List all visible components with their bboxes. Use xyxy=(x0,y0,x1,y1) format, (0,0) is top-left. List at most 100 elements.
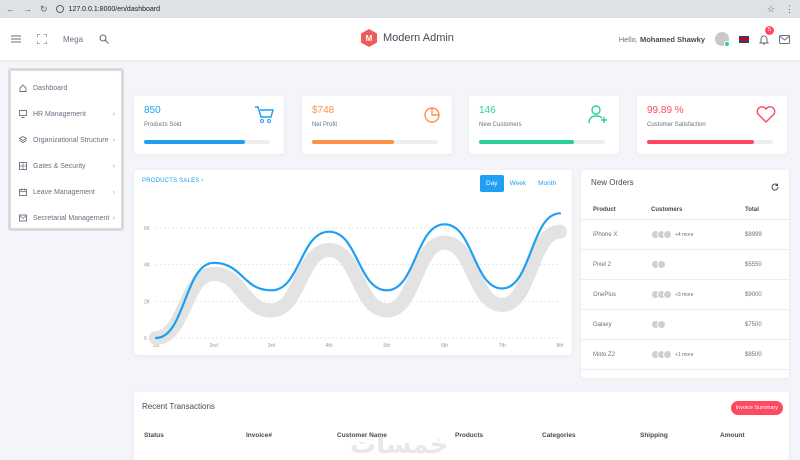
progress-fill xyxy=(312,140,394,144)
sidebar-item-hr-management[interactable]: HR Management › xyxy=(11,101,121,127)
stat-label: New Customers xyxy=(479,122,522,128)
sidebar-item-label: Gates & Security xyxy=(33,162,86,170)
customer-avatars: +3 more xyxy=(651,290,733,299)
sidebar-item-organizational-structure[interactable]: Organizational Structure › xyxy=(11,127,121,153)
column-header: Status xyxy=(144,432,164,439)
sidebar-menu: Dashboard HR Management › Organizational… xyxy=(8,68,124,231)
language-flag-icon[interactable] xyxy=(739,35,749,43)
stat-label: Customer Satisfaction xyxy=(647,122,706,128)
stat-card-products-sold: 850 Products Sold xyxy=(134,96,284,154)
tab-day[interactable]: Day xyxy=(480,175,504,192)
customer-avatar[interactable] xyxy=(663,230,672,239)
heart-icon xyxy=(755,104,777,129)
more-customers-label: +4 more xyxy=(675,231,694,238)
x-tick-label: 5th xyxy=(383,343,390,349)
stat-label: Net Profit xyxy=(312,122,338,128)
sidebar-item-gates-security[interactable]: Gates & Security › xyxy=(11,153,121,179)
product-name: iPhone X xyxy=(593,231,618,238)
x-tick-label: 4th xyxy=(326,343,333,349)
sidebar-item-leave-management[interactable]: Leave Management › xyxy=(11,179,121,205)
order-total: $7500 xyxy=(745,321,762,328)
table-row[interactable]: OnePlus +3 more $9000 xyxy=(581,280,789,310)
mega-menu-link[interactable]: Mega xyxy=(63,34,84,44)
x-tick-label: 2nd xyxy=(210,343,219,349)
tab-month[interactable]: Month xyxy=(538,180,557,187)
sidebar-item-dashboard[interactable]: Dashboard xyxy=(11,75,121,101)
brand-logo: M xyxy=(361,29,377,47)
stat-card-new-customers: 146 New Customers xyxy=(469,96,619,154)
x-tick-label: 1st xyxy=(153,343,160,349)
notifications-button[interactable]: 5 xyxy=(759,25,774,45)
x-tick-label: 7th xyxy=(499,343,506,349)
watermark: خمسات xyxy=(350,430,449,460)
bell-icon xyxy=(759,35,769,44)
progress-fill xyxy=(647,140,755,144)
fullscreen-icon[interactable] xyxy=(37,34,47,44)
progress-bar xyxy=(312,140,438,144)
brand-name: Modern Admin xyxy=(383,32,454,44)
order-total: $5550 xyxy=(745,261,762,268)
forward-icon[interactable]: → xyxy=(23,3,32,14)
y-tick-label: 2K xyxy=(144,299,151,305)
order-total: $8999 xyxy=(745,231,762,238)
monitor-icon xyxy=(19,110,27,118)
tab-week[interactable]: Week xyxy=(509,180,527,187)
home-icon xyxy=(19,84,27,92)
products-sales-title[interactable]: PRODUCTS SALES › xyxy=(142,178,204,184)
customer-avatar[interactable] xyxy=(663,350,672,359)
stat-value: 146 xyxy=(479,105,496,116)
sales-line-chart: 0 2K 4K 6K 1st 2nd 3rd 4th 5th 6th 7th 8th xyxy=(144,212,567,349)
invoice-summary-button[interactable]: Invoice Summary xyxy=(730,401,783,415)
stat-value: $748 xyxy=(312,105,335,116)
refresh-icon[interactable] xyxy=(771,178,779,196)
chevron-right-icon: › xyxy=(201,178,204,184)
order-total: $8500 xyxy=(745,351,762,358)
column-header: Products xyxy=(455,432,484,439)
grid-icon xyxy=(19,162,27,170)
reload-icon[interactable]: ↻ xyxy=(40,3,48,14)
sidebar-item-label: Organizational Structure xyxy=(33,136,109,144)
new-orders-title: New Orders xyxy=(591,178,634,187)
table-row[interactable]: Moto Z2 +1 more $8500 xyxy=(581,340,789,370)
brand[interactable]: M Modern Admin xyxy=(361,29,454,47)
user-name: Mohamed Shawky xyxy=(639,34,705,44)
column-header: Amount xyxy=(720,432,745,439)
pie-chart-icon xyxy=(422,104,442,129)
column-header: Invoice# xyxy=(246,432,273,439)
series-shadow-line xyxy=(149,224,567,345)
menu-toggle-icon[interactable] xyxy=(11,35,21,43)
address-bar[interactable]: 127.0.0.1:8000/en/dashboard xyxy=(55,5,160,13)
site-info-icon[interactable] xyxy=(55,5,64,13)
product-name: Moto Z2 xyxy=(593,351,616,358)
more-customers-label: +1 more xyxy=(675,351,694,358)
progress-bar xyxy=(647,140,773,144)
bookmark-star-icon[interactable]: ☆ xyxy=(766,3,775,14)
browser-menu-icon[interactable]: ⋮ xyxy=(785,3,794,14)
search-icon[interactable] xyxy=(99,34,109,44)
user-greeting[interactable]: Hello, Mohamed Shawky xyxy=(619,35,705,44)
progress-fill xyxy=(479,140,574,144)
y-tick-label: 6K xyxy=(144,226,151,232)
new-orders-card: New Orders Product Customers Total iPhon… xyxy=(581,170,789,378)
progress-bar xyxy=(479,140,605,144)
progress-bar xyxy=(144,140,270,144)
orders-table-header: Product Customers Total xyxy=(581,200,789,220)
customer-avatar[interactable] xyxy=(657,260,666,269)
column-header: Customer Name xyxy=(337,432,387,439)
sidebar-item-secretarial-management[interactable]: Secretarial Management › xyxy=(11,205,121,231)
table-row[interactable]: Pixel 2 $5550 xyxy=(581,250,789,280)
customer-avatars xyxy=(651,260,733,269)
browser-bar: ← → ↻ 127.0.0.1:8000/en/dashboard ☆ ⋮ xyxy=(0,0,800,18)
chevron-right-icon: › xyxy=(112,188,115,196)
table-row[interactable]: iPhone X +4 more $8999 xyxy=(581,220,789,250)
mail-icon[interactable] xyxy=(779,34,790,44)
user-avatar[interactable] xyxy=(715,32,730,47)
back-icon[interactable]: ← xyxy=(6,3,15,14)
customer-avatar[interactable] xyxy=(657,320,666,329)
table-row[interactable]: Galaxy $7500 xyxy=(581,310,789,340)
sidebar-item-label: Secretarial Management xyxy=(33,214,110,222)
column-header: Shipping xyxy=(640,432,668,439)
sidebar-item-label: HR Management xyxy=(33,110,86,118)
customer-avatar[interactable] xyxy=(663,290,672,299)
customer-avatars: +1 more xyxy=(651,350,733,359)
